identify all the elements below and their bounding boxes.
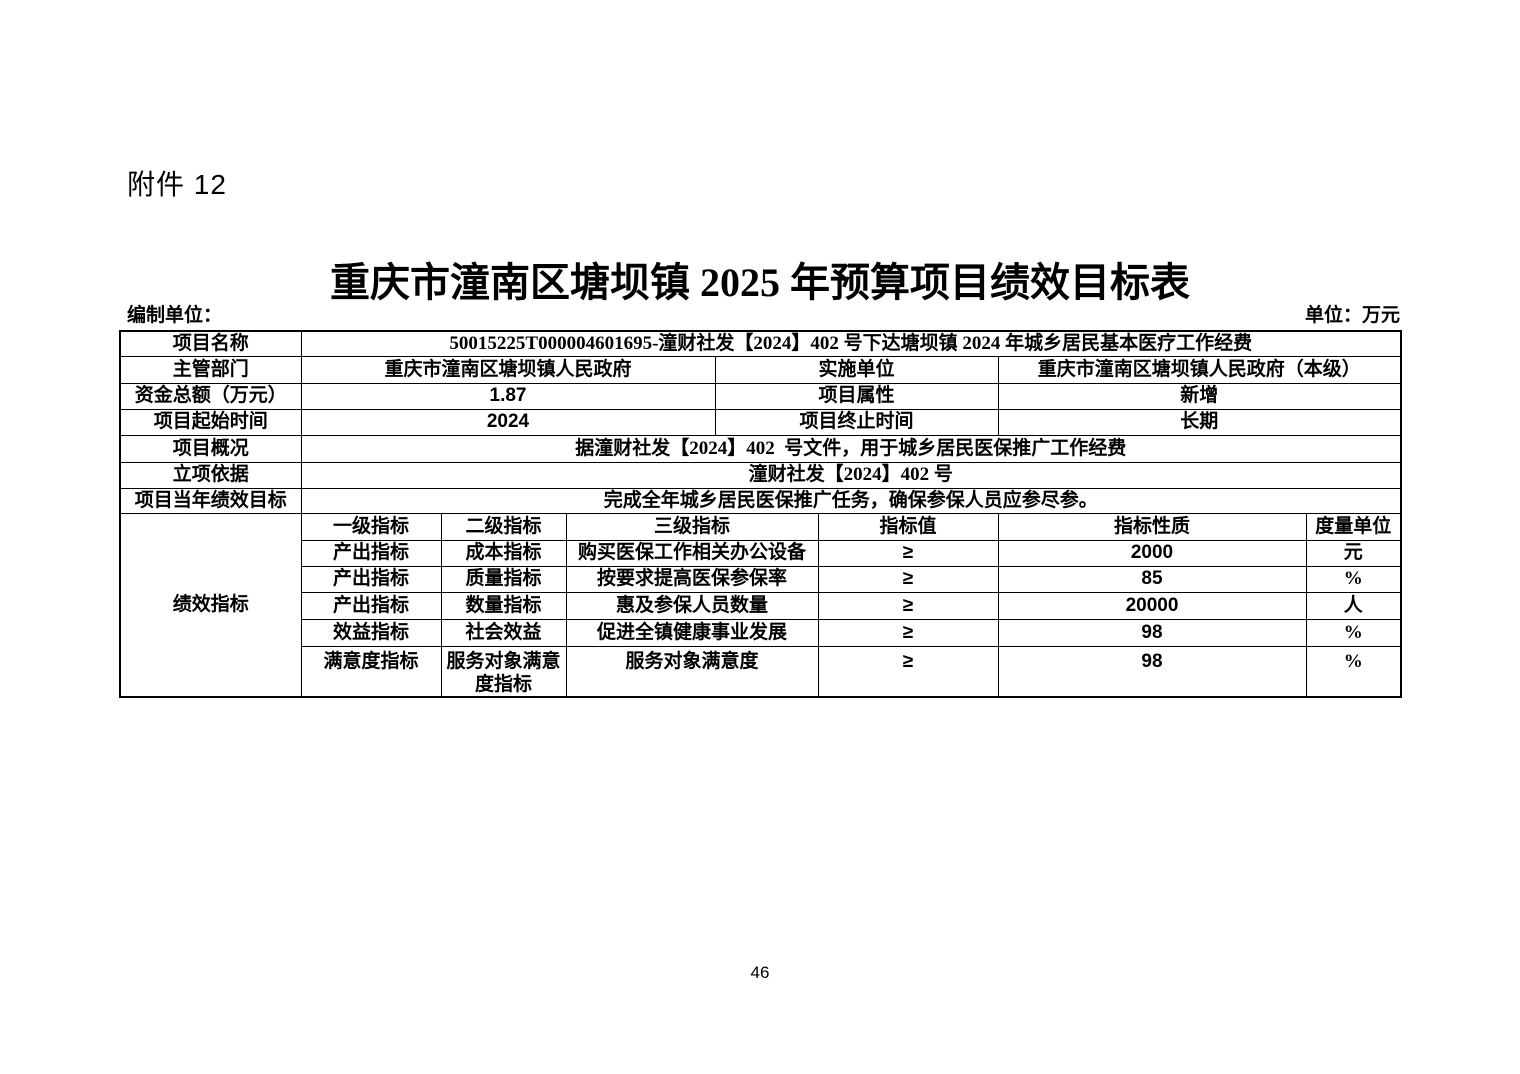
indicator-row: 产出指标 数量指标 惠及参保人员数量 ≥ 20000 人 — [120, 591, 1402, 620]
indicator-header-level2: 二级指标 — [440, 512, 567, 541]
indicator-level1: 满意度指标 — [300, 645, 442, 698]
impl-unit-value: 重庆市潼南区塘坝镇人民政府（本级） — [997, 355, 1402, 384]
indicator-nature: 98 — [997, 618, 1307, 647]
indicator-value: ≥ — [817, 645, 999, 698]
indicator-level3: 服务对象满意度 — [565, 645, 819, 698]
amount-label: 资金总额（万元） — [119, 382, 302, 410]
indicator-level2: 数量指标 — [440, 591, 567, 620]
basis-value: 潼财社发【2024】402 号 — [300, 461, 1402, 489]
indicator-level1: 效益指标 — [300, 618, 442, 647]
indicator-header-level3: 三级指标 — [565, 512, 819, 541]
indicator-header-level1: 一级指标 — [300, 512, 442, 541]
overview-label: 项目概况 — [119, 434, 302, 463]
table-row: 项目起始时间 2024 项目终止时间 长期 — [119, 408, 1402, 436]
indicator-row: 产出指标 成本指标 购买医保工作相关办公设备 ≥ 2000 元 — [120, 539, 1402, 567]
indicator-level1: 产出指标 — [300, 591, 442, 620]
indicator-header-value: 指标值 — [817, 512, 999, 541]
indicator-level2: 质量指标 — [440, 565, 567, 593]
indicator-level2: 成本指标 — [440, 539, 567, 567]
indicator-value: ≥ — [817, 591, 999, 620]
indicator-header-nature: 指标性质 — [997, 512, 1307, 541]
indicator-level3: 促进全镇健康事业发展 — [565, 618, 819, 647]
table-row: 主管部门 重庆市潼南区塘坝镇人民政府 实施单位 重庆市潼南区塘坝镇人民政府（本级… — [119, 355, 1402, 384]
indicator-row: 产出指标 质量指标 按要求提高医保参保率 ≥ 85 % — [120, 565, 1402, 593]
indicator-unit: % — [1305, 645, 1402, 698]
indicator-header-row: 绩效指标 一级指标 二级指标 三级指标 指标值 指标性质 度量单位 — [119, 512, 1402, 698]
table-row: 项目当年绩效目标 完成全年城乡居民医保推广任务，确保参保人员应参尽参。 — [119, 487, 1402, 514]
indicator-row: 满意度指标 服务对象满意度指标 服务对象满意度 ≥ 98 % — [120, 645, 1402, 698]
indicator-unit: % — [1305, 618, 1402, 647]
table-row: 资金总额（万元） 1.87 项目属性 新增 — [119, 382, 1402, 410]
table-row: 立项依据 潼财社发【2024】402 号 — [119, 461, 1402, 489]
table-row: 项目概况 据潼财社发【2024】402 号文件，用于城乡居民医保推广工作经费 — [119, 434, 1402, 463]
page-title: 重庆市潼南区塘坝镇 2025 年预算项目绩效目标表 — [330, 260, 1190, 305]
impl-unit-label: 实施单位 — [714, 355, 999, 384]
performance-target-table: 项目名称 50015225T000004601695-潼财社发【2024】402… — [119, 330, 1403, 698]
start-time-label: 项目起始时间 — [119, 408, 302, 436]
indicator-row: 效益指标 社会效益 促进全镇健康事业发展 ≥ 98 % — [120, 618, 1402, 647]
indicator-nature: 85 — [997, 565, 1307, 593]
indicator-level1: 产出指标 — [300, 539, 442, 567]
annual-goal-value: 完成全年城乡居民医保推广任务，确保参保人员应参尽参。 — [300, 487, 1402, 514]
page-number: 46 — [750, 963, 770, 982]
project-attr-label: 项目属性 — [714, 382, 999, 410]
overview-value: 据潼财社发【2024】402 号文件，用于城乡居民医保推广工作经费 — [300, 434, 1402, 463]
dept-value: 重庆市潼南区塘坝镇人民政府 — [300, 355, 716, 384]
indicator-nature: 20000 — [997, 591, 1307, 620]
indicator-header-unit: 度量单位 — [1305, 512, 1402, 541]
indicator-unit: 元 — [1305, 539, 1402, 567]
prepared-by-label: 编制单位： — [127, 305, 223, 326]
indicator-unit: 人 — [1305, 591, 1402, 620]
indicator-level3: 购买医保工作相关办公设备 — [565, 539, 819, 567]
basis-label: 立项依据 — [119, 461, 302, 489]
attachment-label: 附件 12 — [127, 169, 227, 200]
amount-value: 1.87 — [300, 382, 716, 410]
end-time-value: 长期 — [997, 408, 1402, 436]
annual-goal-label: 项目当年绩效目标 — [119, 487, 302, 514]
indicator-value: ≥ — [817, 539, 999, 567]
indicator-value: ≥ — [817, 618, 999, 647]
indicator-nature: 98 — [997, 645, 1307, 698]
end-time-label: 项目终止时间 — [714, 408, 999, 436]
indicator-value: ≥ — [817, 565, 999, 593]
unit-label: 单位：万元 — [1304, 305, 1400, 326]
indicator-level3: 惠及参保人员数量 — [565, 591, 819, 620]
project-attr-value: 新增 — [997, 382, 1402, 410]
indicator-level3: 按要求提高医保参保率 — [565, 565, 819, 593]
dept-label: 主管部门 — [119, 355, 302, 384]
indicator-nature: 2000 — [997, 539, 1307, 567]
indicators-section-label: 绩效指标 — [119, 512, 302, 698]
project-name-value: 50015225T000004601695-潼财社发【2024】402 号下达塘… — [300, 330, 1402, 357]
indicator-level1: 产出指标 — [300, 565, 442, 593]
table-row: 项目名称 50015225T000004601695-潼财社发【2024】402… — [119, 330, 1402, 357]
indicator-level2: 社会效益 — [440, 618, 567, 647]
meta-row: 编制单位： 单位：万元 — [119, 300, 1400, 327]
indicator-unit: % — [1305, 565, 1402, 593]
indicator-level2: 服务对象满意度指标 — [440, 645, 567, 698]
project-name-label: 项目名称 — [119, 330, 302, 357]
start-time-value: 2024 — [300, 408, 716, 436]
